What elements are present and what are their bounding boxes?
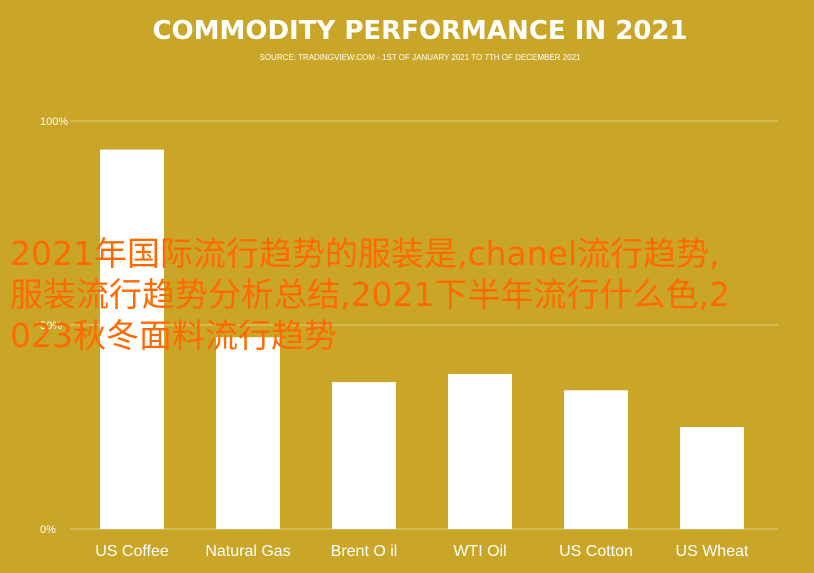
x-axis-labels: US Coffee Natural Gas Brent O il WTI Oil US …	[95, 543, 749, 560]
y-tick-label: 100%	[40, 116, 68, 128]
x-tick-label: US Wheat	[676, 543, 749, 560]
bar-us-coffee	[100, 149, 164, 529]
y-tick-label: 0%	[40, 524, 56, 536]
bar-us-cotton	[564, 390, 628, 529]
bar-us-wheat	[680, 427, 744, 529]
chart-subtitle: SOURCE: TRADINGVIEW.COM - 1ST OF JANUARY…	[260, 53, 582, 62]
bars	[100, 149, 744, 529]
gridlines	[70, 120, 778, 530]
bar-wti-oil	[448, 373, 512, 529]
x-tick-label: US Cotton	[559, 543, 633, 560]
x-tick-label: WTI Oil	[453, 543, 506, 560]
chart-title: COMMODITY PERFORMANCE IN 2021	[152, 16, 687, 46]
bar-natural-gas	[216, 337, 280, 529]
x-tick-label: US Coffee	[95, 543, 169, 560]
y-tick-label: 50%	[40, 320, 62, 332]
y-axis-ticks: 0% 50% 100%	[40, 116, 68, 536]
x-tick-label: Natural Gas	[205, 543, 290, 560]
overlay-caption: 2021年国际流行趋势的服装是,chanel流行趋势,服装流行趋势分析总结,20…	[10, 234, 730, 355]
bar-brent-o-il	[332, 382, 396, 529]
x-tick-label: Brent O il	[331, 543, 398, 560]
